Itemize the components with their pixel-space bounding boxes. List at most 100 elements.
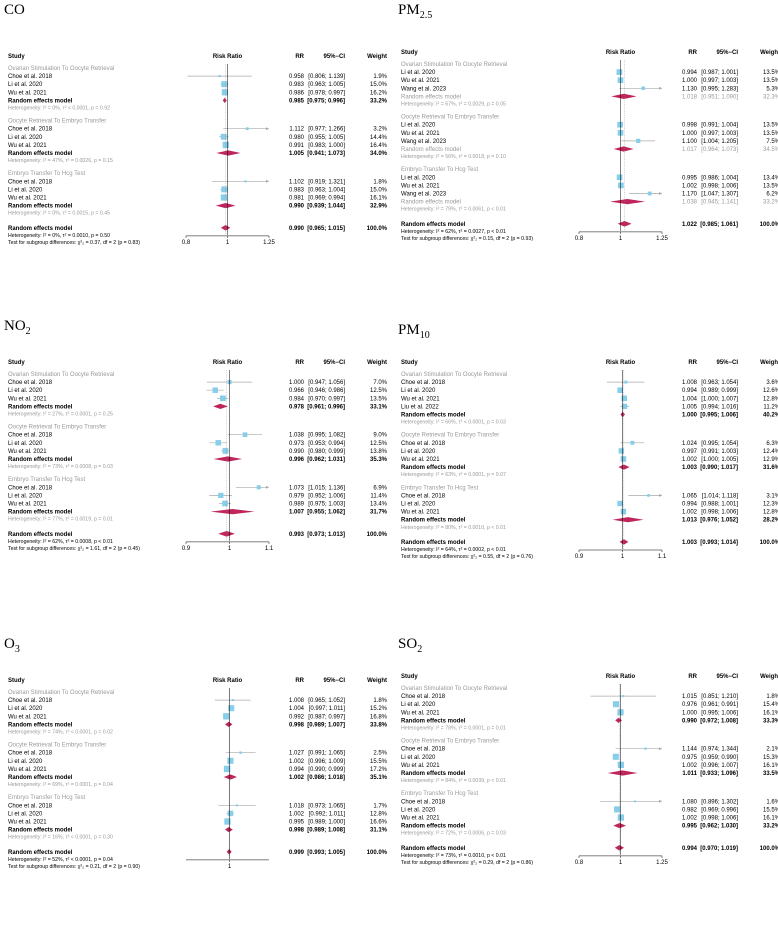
subgroup-pooled-weight: 33.5%	[763, 771, 778, 777]
study-name: Wu et al. 2021	[8, 502, 47, 508]
ci-arrow	[659, 192, 662, 195]
study-ci: [0.998; 1.006]	[701, 510, 738, 516]
column-header-weight: Weight	[367, 54, 387, 60]
study-rr: 1.002	[682, 183, 698, 189]
study-ci: [1.015; 1.136]	[308, 485, 345, 491]
study-name: Choe et al. 2018	[8, 380, 53, 386]
subgroup-heterogeneity: Heterogeneity: I² = 77%, τ² = 0.0019, p …	[8, 517, 113, 523]
subgroup-header: Embryo Transfer To Hcg Test	[8, 795, 85, 801]
study-ci: [0.994; 1.016]	[701, 404, 738, 410]
column-header-study: Study	[401, 50, 418, 56]
subgroup-pooled-label: Random effects model	[8, 204, 73, 210]
forest-plot: Study Risk Ratio RR 95%−CI Weight Ovarian Sti…	[401, 50, 778, 242]
study-weight: 2.1%	[766, 747, 778, 753]
subgroup-heterogeneity: Heterogeneity: I² = 78%, τ² = 0.0001, p …	[401, 726, 506, 732]
x-axis-tick-label: 1	[619, 860, 623, 866]
study-weight: 16.2%	[370, 90, 388, 96]
column-header-ci: 95%−CI	[323, 360, 345, 366]
subgroup-differences-test: Test for subgroup differences: χ²₂ = 1.6…	[8, 546, 140, 552]
study-ci: [0.991; 1.065]	[308, 751, 345, 757]
study-weight: 15.5%	[370, 759, 388, 765]
study-ci: [0.953; 0.994]	[308, 441, 345, 447]
column-header-risk-ratio: Risk Ratio	[213, 54, 243, 60]
panel-title-subscript: 10	[419, 330, 430, 341]
study-name: Li et al. 2020	[8, 82, 43, 88]
column-header-weight: Weight	[760, 360, 778, 366]
ci-arrow	[659, 86, 662, 90]
study-rr: 0.973	[289, 441, 305, 447]
subgroup-pooled-rr: 0.996	[289, 457, 305, 463]
study-weight: 16.8%	[370, 714, 388, 720]
panel-title: O3	[4, 636, 20, 655]
overall-rr: 0.994	[682, 846, 698, 852]
subgroup-pooled-rr: 1.002	[289, 775, 305, 781]
subgroup-pooled-ci: [0.941; 1.073]	[307, 151, 345, 157]
study-name: Li et al. 2020	[401, 70, 436, 76]
study-weight: 12.4%	[763, 449, 778, 455]
subgroup-pooled-weight: 31.1%	[370, 828, 388, 834]
overall-weight: 100.0%	[760, 222, 778, 228]
study-name: Wu et al. 2021	[401, 763, 440, 769]
subgroup-pooled-label: Random effects model	[8, 404, 73, 410]
study-name: Li et al. 2020	[8, 135, 43, 141]
overall-rr: 0.999	[289, 850, 305, 856]
forest-plot: Study Risk Ratio RR 95%−CI Weight Ovarian Sti…	[8, 54, 388, 246]
study-effect-box	[222, 500, 228, 507]
subgroup-pooled-weight: 33.2%	[370, 98, 388, 104]
study-name: Choe et al. 2018	[8, 433, 53, 439]
study-weight: 13.5%	[763, 123, 778, 129]
subgroup-pooled-ci: [0.972; 1.008]	[700, 718, 738, 724]
subgroup-header: Embryo Transfer To Hcg Test	[401, 791, 478, 797]
study-ci: [0.997; 1.003]	[701, 78, 738, 84]
overall-ci: [0.993; 1.014]	[700, 540, 738, 546]
study-effect-box	[227, 810, 234, 817]
study-rr: 1.073	[289, 485, 305, 491]
subgroup-pooled-weight: 34.0%	[370, 151, 388, 157]
overall-ci: [0.973; 1.013]	[307, 532, 345, 538]
subgroup-pooled-ci: [0.995; 1.006]	[700, 413, 738, 419]
column-header-risk-ratio: Risk Ratio	[213, 678, 243, 684]
study-name: Choe et al. 2018	[8, 803, 53, 809]
study-effect-box	[244, 180, 247, 183]
study-ci: [1.000; 1.007]	[701, 396, 738, 402]
subgroup-pooled-diamond	[611, 93, 637, 99]
study-weight: 16.1%	[763, 763, 778, 769]
column-header-weight: Weight	[367, 360, 387, 366]
study-effect-box	[614, 806, 621, 813]
subgroup-heterogeneity: Heterogeneity: I² = 0%, τ² = 0.0015, p =…	[8, 211, 110, 217]
study-ci: [0.989; 0.999]	[701, 388, 738, 394]
study-weight: 16.6%	[370, 820, 388, 826]
subgroup-pooled-ci: [0.975; 0.996]	[307, 98, 345, 104]
study-rr: 1.024	[682, 441, 698, 447]
subgroup-pooled-weight: 33.1%	[370, 404, 388, 410]
study-ci: [0.996; 1.007]	[701, 763, 738, 769]
subgroup-pooled-diamond	[615, 717, 622, 723]
study-weight: 15.0%	[370, 82, 388, 88]
x-axis-tick-label: 1.25	[656, 860, 668, 866]
study-rr: 1.004	[289, 706, 305, 712]
study-weight: 3.1%	[766, 493, 778, 499]
panel-title-subscript: 2	[417, 644, 423, 655]
study-weight: 16.4%	[370, 143, 388, 149]
study-effect-box	[220, 194, 228, 201]
study-weight: 15.2%	[370, 706, 388, 712]
study-effect-box	[636, 138, 641, 144]
study-weight: 12.8%	[763, 510, 778, 516]
overall-label: Random effects model	[8, 226, 73, 232]
study-name: Wu et al. 2021	[401, 131, 440, 137]
study-name: Wu et al. 2021	[401, 457, 440, 463]
study-ci: [0.991; 1.003]	[701, 449, 738, 455]
study-name: Choe et al. 2018	[401, 380, 446, 386]
subgroup-heterogeneity: Heterogeneity: I² = 72%, τ² = 0.0006, p …	[401, 831, 506, 837]
panel-title: NO2	[4, 318, 31, 337]
x-axis-tick-label: 1	[621, 554, 625, 560]
subgroup-pooled-rr: 0.998	[289, 722, 305, 728]
subgroup-header: Embryo Transfer To Hcg Test	[401, 167, 478, 173]
study-effect-box	[617, 761, 624, 769]
study-name: Wu et al. 2021	[401, 710, 440, 716]
study-name: Li et al. 2020	[401, 702, 436, 708]
subgroup-header: Ovarian Stimulation To Oocyte Retrieval	[8, 690, 114, 696]
subgroup-differences-test: Test for subgroup differences: χ²₂ = 0.2…	[401, 860, 533, 866]
x-axis-tick-label: 0.8	[575, 860, 584, 866]
study-name: Li et al. 2020	[8, 441, 43, 447]
